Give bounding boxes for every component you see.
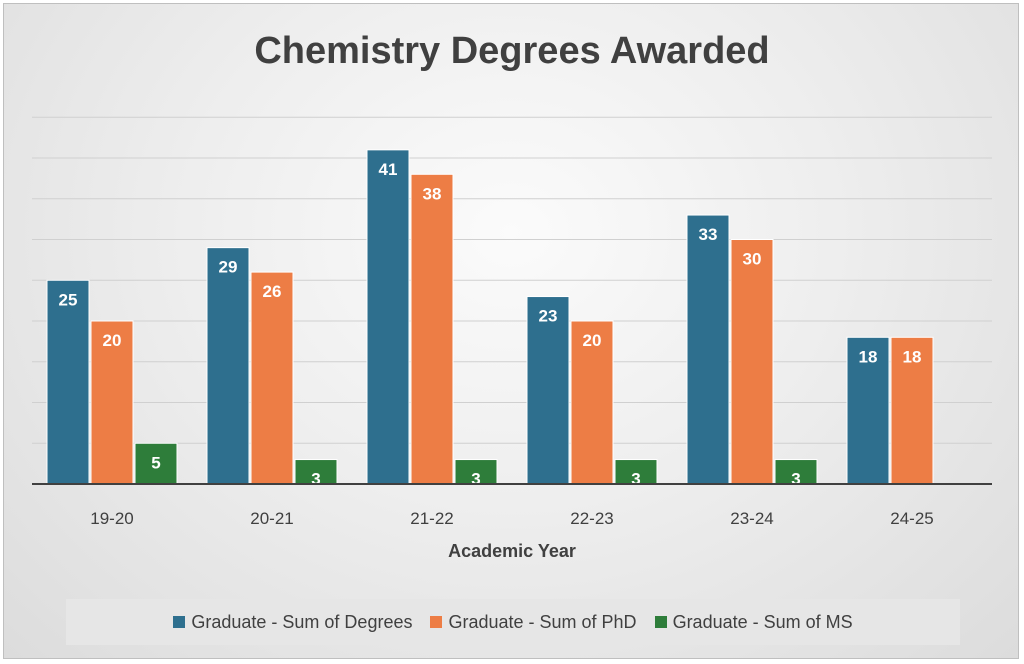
legend-label: Graduate - Sum of MS xyxy=(672,611,853,632)
gridlines xyxy=(32,116,992,444)
bar-value-label: 29 xyxy=(219,258,238,277)
bar-value-label: 38 xyxy=(423,184,442,203)
bar-value-label: 18 xyxy=(859,347,878,366)
bar-value-label: 20 xyxy=(103,331,122,350)
bar-value-label: 33 xyxy=(699,225,718,244)
bar-value-label: 25 xyxy=(59,290,78,309)
bar-value-label: 3 xyxy=(791,470,800,489)
bar xyxy=(454,459,498,485)
bar xyxy=(614,459,658,485)
bar xyxy=(890,336,934,485)
legend-item: Graduate - Sum of Degrees xyxy=(173,612,412,633)
bar-value-label: 5 xyxy=(151,453,160,472)
x-tick-label: 24-25 xyxy=(890,509,933,528)
bar-value-label: 3 xyxy=(471,470,480,489)
legend: Graduate - Sum of Degrees Graduate - Sum … xyxy=(66,599,960,645)
bar xyxy=(46,279,90,485)
legend-swatch xyxy=(173,616,186,628)
legend-label: Graduate - Sum of Degrees xyxy=(191,611,413,632)
chart-title: Chemistry Degrees Awarded xyxy=(254,30,770,72)
legend-label: Graduate - Sum of PhD xyxy=(448,611,637,632)
legend-swatch xyxy=(654,616,667,628)
bar-value-label: 18 xyxy=(903,347,922,366)
bar xyxy=(134,442,178,485)
bar xyxy=(846,336,890,485)
bar-value-label: 26 xyxy=(263,282,282,301)
bar xyxy=(250,271,294,485)
bar-value-label: 3 xyxy=(311,470,320,489)
chart-frame: Chemistry Degrees Awarded 25 20 5 29 26 3 41 38… xyxy=(3,3,1019,659)
x-axis-title: Academic Year xyxy=(448,541,576,561)
bar-value-label: 23 xyxy=(539,307,558,326)
bar xyxy=(366,149,410,485)
legend-swatch xyxy=(430,616,443,628)
bar xyxy=(206,247,250,485)
bar-value-label: 20 xyxy=(583,331,602,350)
bar-value-label: 3 xyxy=(631,470,640,489)
bar-value-label: 41 xyxy=(379,160,398,179)
bar-value-label: 30 xyxy=(743,250,762,269)
x-tick-labels: 19-20 20-21 21-22 22-23 23-24 24-25 xyxy=(90,509,933,528)
x-tick-label: 21-22 xyxy=(410,509,453,528)
x-tick-label: 20-21 xyxy=(250,509,293,528)
bar xyxy=(686,214,730,485)
bars xyxy=(46,149,934,485)
x-tick-label: 23-24 xyxy=(730,509,773,528)
x-tick-label: 22-23 xyxy=(570,509,613,528)
bar xyxy=(90,320,134,485)
bar xyxy=(410,173,454,485)
legend-item: Graduate - Sum of PhD xyxy=(430,611,637,633)
legend-item: Graduate - Sum of MS xyxy=(654,611,853,633)
bar xyxy=(730,239,774,485)
x-tick-label: 19-20 xyxy=(90,509,133,528)
